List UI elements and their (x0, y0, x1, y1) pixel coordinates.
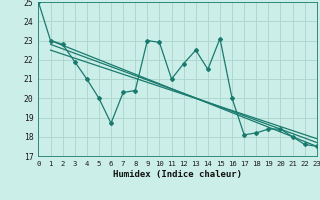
X-axis label: Humidex (Indice chaleur): Humidex (Indice chaleur) (113, 170, 242, 179)
